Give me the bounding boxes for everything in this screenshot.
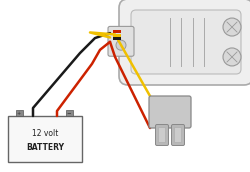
FancyBboxPatch shape	[172, 125, 184, 146]
Bar	[66, 110, 73, 116]
Text: BATTERY: BATTERY	[26, 143, 64, 152]
FancyBboxPatch shape	[108, 26, 134, 56]
FancyBboxPatch shape	[149, 96, 191, 128]
FancyBboxPatch shape	[158, 127, 166, 142]
Circle shape	[223, 48, 241, 66]
Bar	[113, 37, 121, 40]
FancyBboxPatch shape	[119, 0, 250, 85]
FancyBboxPatch shape	[156, 125, 168, 146]
Bar	[113, 30, 121, 33]
Circle shape	[116, 40, 126, 50]
FancyBboxPatch shape	[131, 10, 241, 74]
Bar	[113, 34, 121, 36]
Bar	[16, 110, 23, 116]
Bar	[8, 116, 82, 162]
Circle shape	[223, 18, 241, 36]
Text: 12 volt: 12 volt	[32, 129, 58, 138]
FancyBboxPatch shape	[174, 127, 182, 142]
Text: +: +	[17, 110, 21, 116]
Text: −: −	[67, 110, 71, 116]
